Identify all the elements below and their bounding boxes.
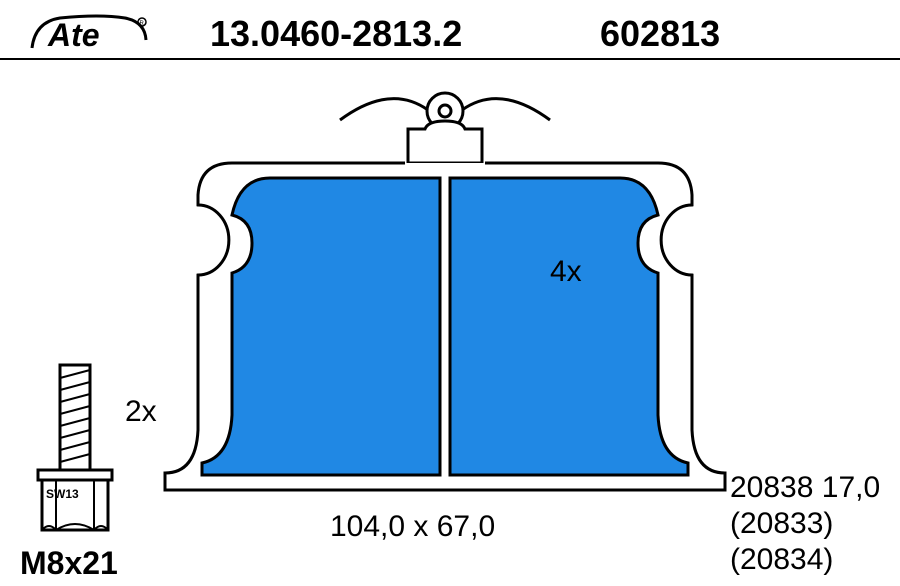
pad-dimensions: 104,0 x 67,0 (330, 510, 495, 544)
code-line-1: 20838 17,0 (730, 470, 880, 506)
part-number: 13.0460-2813.2 (210, 13, 462, 55)
short-number: 602813 (600, 13, 720, 55)
header-divider (0, 58, 900, 60)
pad-quantity-label: 4x (550, 255, 582, 289)
bolt-sw-label: SW13 (46, 487, 79, 501)
svg-text:Ate: Ate (47, 17, 100, 53)
code-line-3: (20834) (730, 542, 880, 578)
reference-codes: 20838 17,0 (20833) (20834) (730, 470, 880, 578)
bolt-spec: M8x21 (20, 545, 118, 582)
brake-pad-diagram (160, 85, 730, 510)
code-line-2: (20833) (730, 506, 880, 542)
svg-text:R: R (140, 21, 145, 27)
header: Ate R 13.0460-2813.2 602813 (0, 10, 900, 58)
bolt-quantity-label: 2x (125, 395, 157, 429)
bolt-diagram (30, 360, 120, 545)
ate-logo: Ate R (30, 12, 150, 59)
